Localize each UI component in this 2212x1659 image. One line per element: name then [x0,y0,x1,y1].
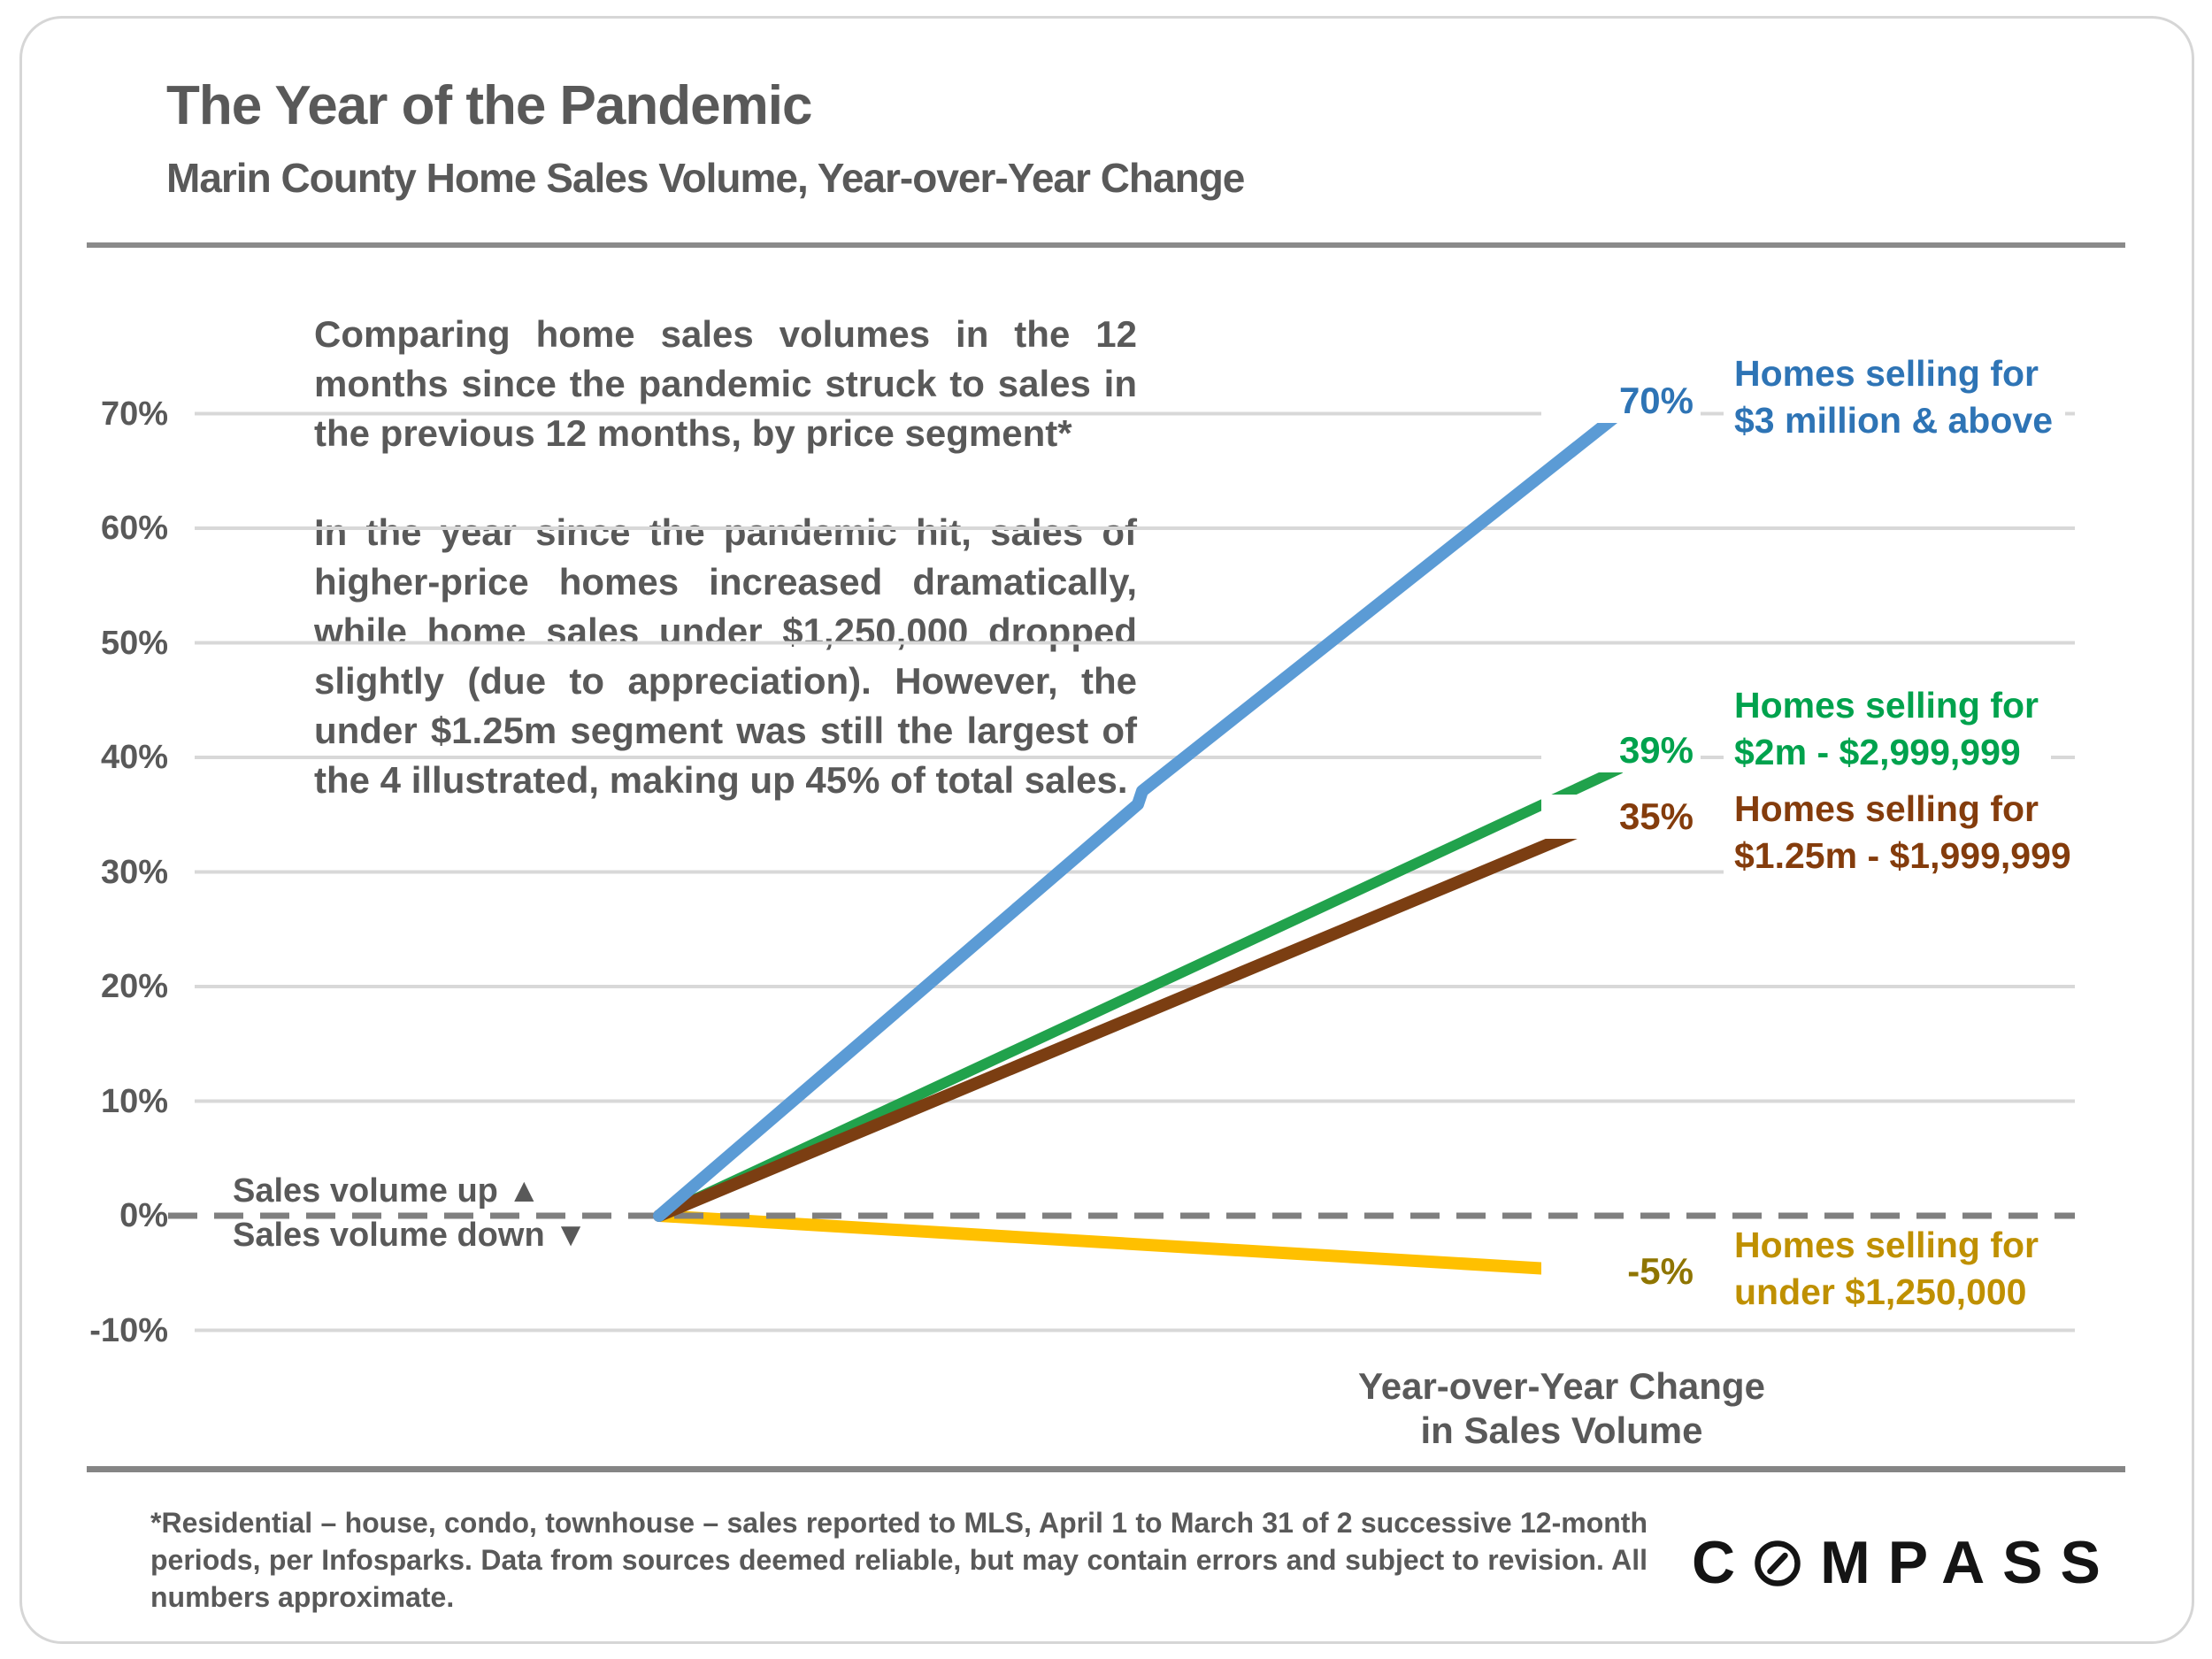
compass-logo: C MPASS [1692,1529,2118,1596]
logo-letters-mpass: MPASS [1820,1529,2118,1596]
end-value-label-1: 70% [1541,379,1701,423]
footnote: *Residential – house, condo, townhouse –… [150,1507,1647,1613]
end-value-label-3: 35% [1541,795,1701,839]
logo-letter-c: C [1692,1529,1736,1596]
commentary-paragraph-2: In the year since the pandemic hit, sale… [314,511,1137,801]
end-value-label-4: -5% [1541,1249,1701,1294]
series-line-3 [653,808,1625,1222]
y-tick-label-50%: 50% [100,624,168,662]
series-legend-2: Homes selling for $2m - $2,999,999 [1724,680,2052,778]
page-subtitle: Marin County Home Sales Volume, Year-ove… [166,155,1245,201]
series-line-4 [653,1210,1625,1279]
y-tick-label--10%: -10% [89,1311,168,1349]
y-tick-label-20%: 20% [100,968,168,1005]
sales-volume-up-annotation: Sales volume up ▲ [233,1172,541,1210]
series-legend-1: Homes selling for $3 million & above [1724,349,2065,446]
y-tick-label-10%: 10% [100,1082,168,1120]
y-tick-label-0%: 0% [119,1197,168,1234]
x-axis-title-line-1: Year-over-Year Change [1358,1365,1765,1407]
end-value-label-2: 39% [1541,728,1701,772]
compass-o-icon [1755,1540,1801,1586]
series-line-2 [654,763,1624,1221]
top-divider [87,242,2125,248]
y-tick-label-40%: 40% [100,739,168,776]
page-title: The Year of the Pandemic [166,75,812,136]
series-legend-3: Homes selling for $1.25m - $1,999,999 [1724,784,2084,881]
series-line-1 [653,407,1625,1222]
commentary: Comparing home sales volumes in the 12 m… [314,310,1137,805]
bottom-divider [87,1466,2125,1472]
x-axis-title: Year-over-Year Change in Sales Volume [1296,1364,1827,1453]
y-tick-label-70%: 70% [100,395,168,433]
commentary-paragraph-1: Comparing home sales volumes in the 12 m… [314,313,1137,454]
series-legend-4: Homes selling for under $1,250,000 [1724,1220,2052,1317]
x-axis-title-line-2: in Sales Volume [1420,1409,1703,1451]
y-tick-label-60%: 60% [100,510,168,547]
y-tick-label-30%: 30% [100,853,168,891]
sales-volume-down-annotation: Sales volume down ▼ [233,1217,588,1254]
